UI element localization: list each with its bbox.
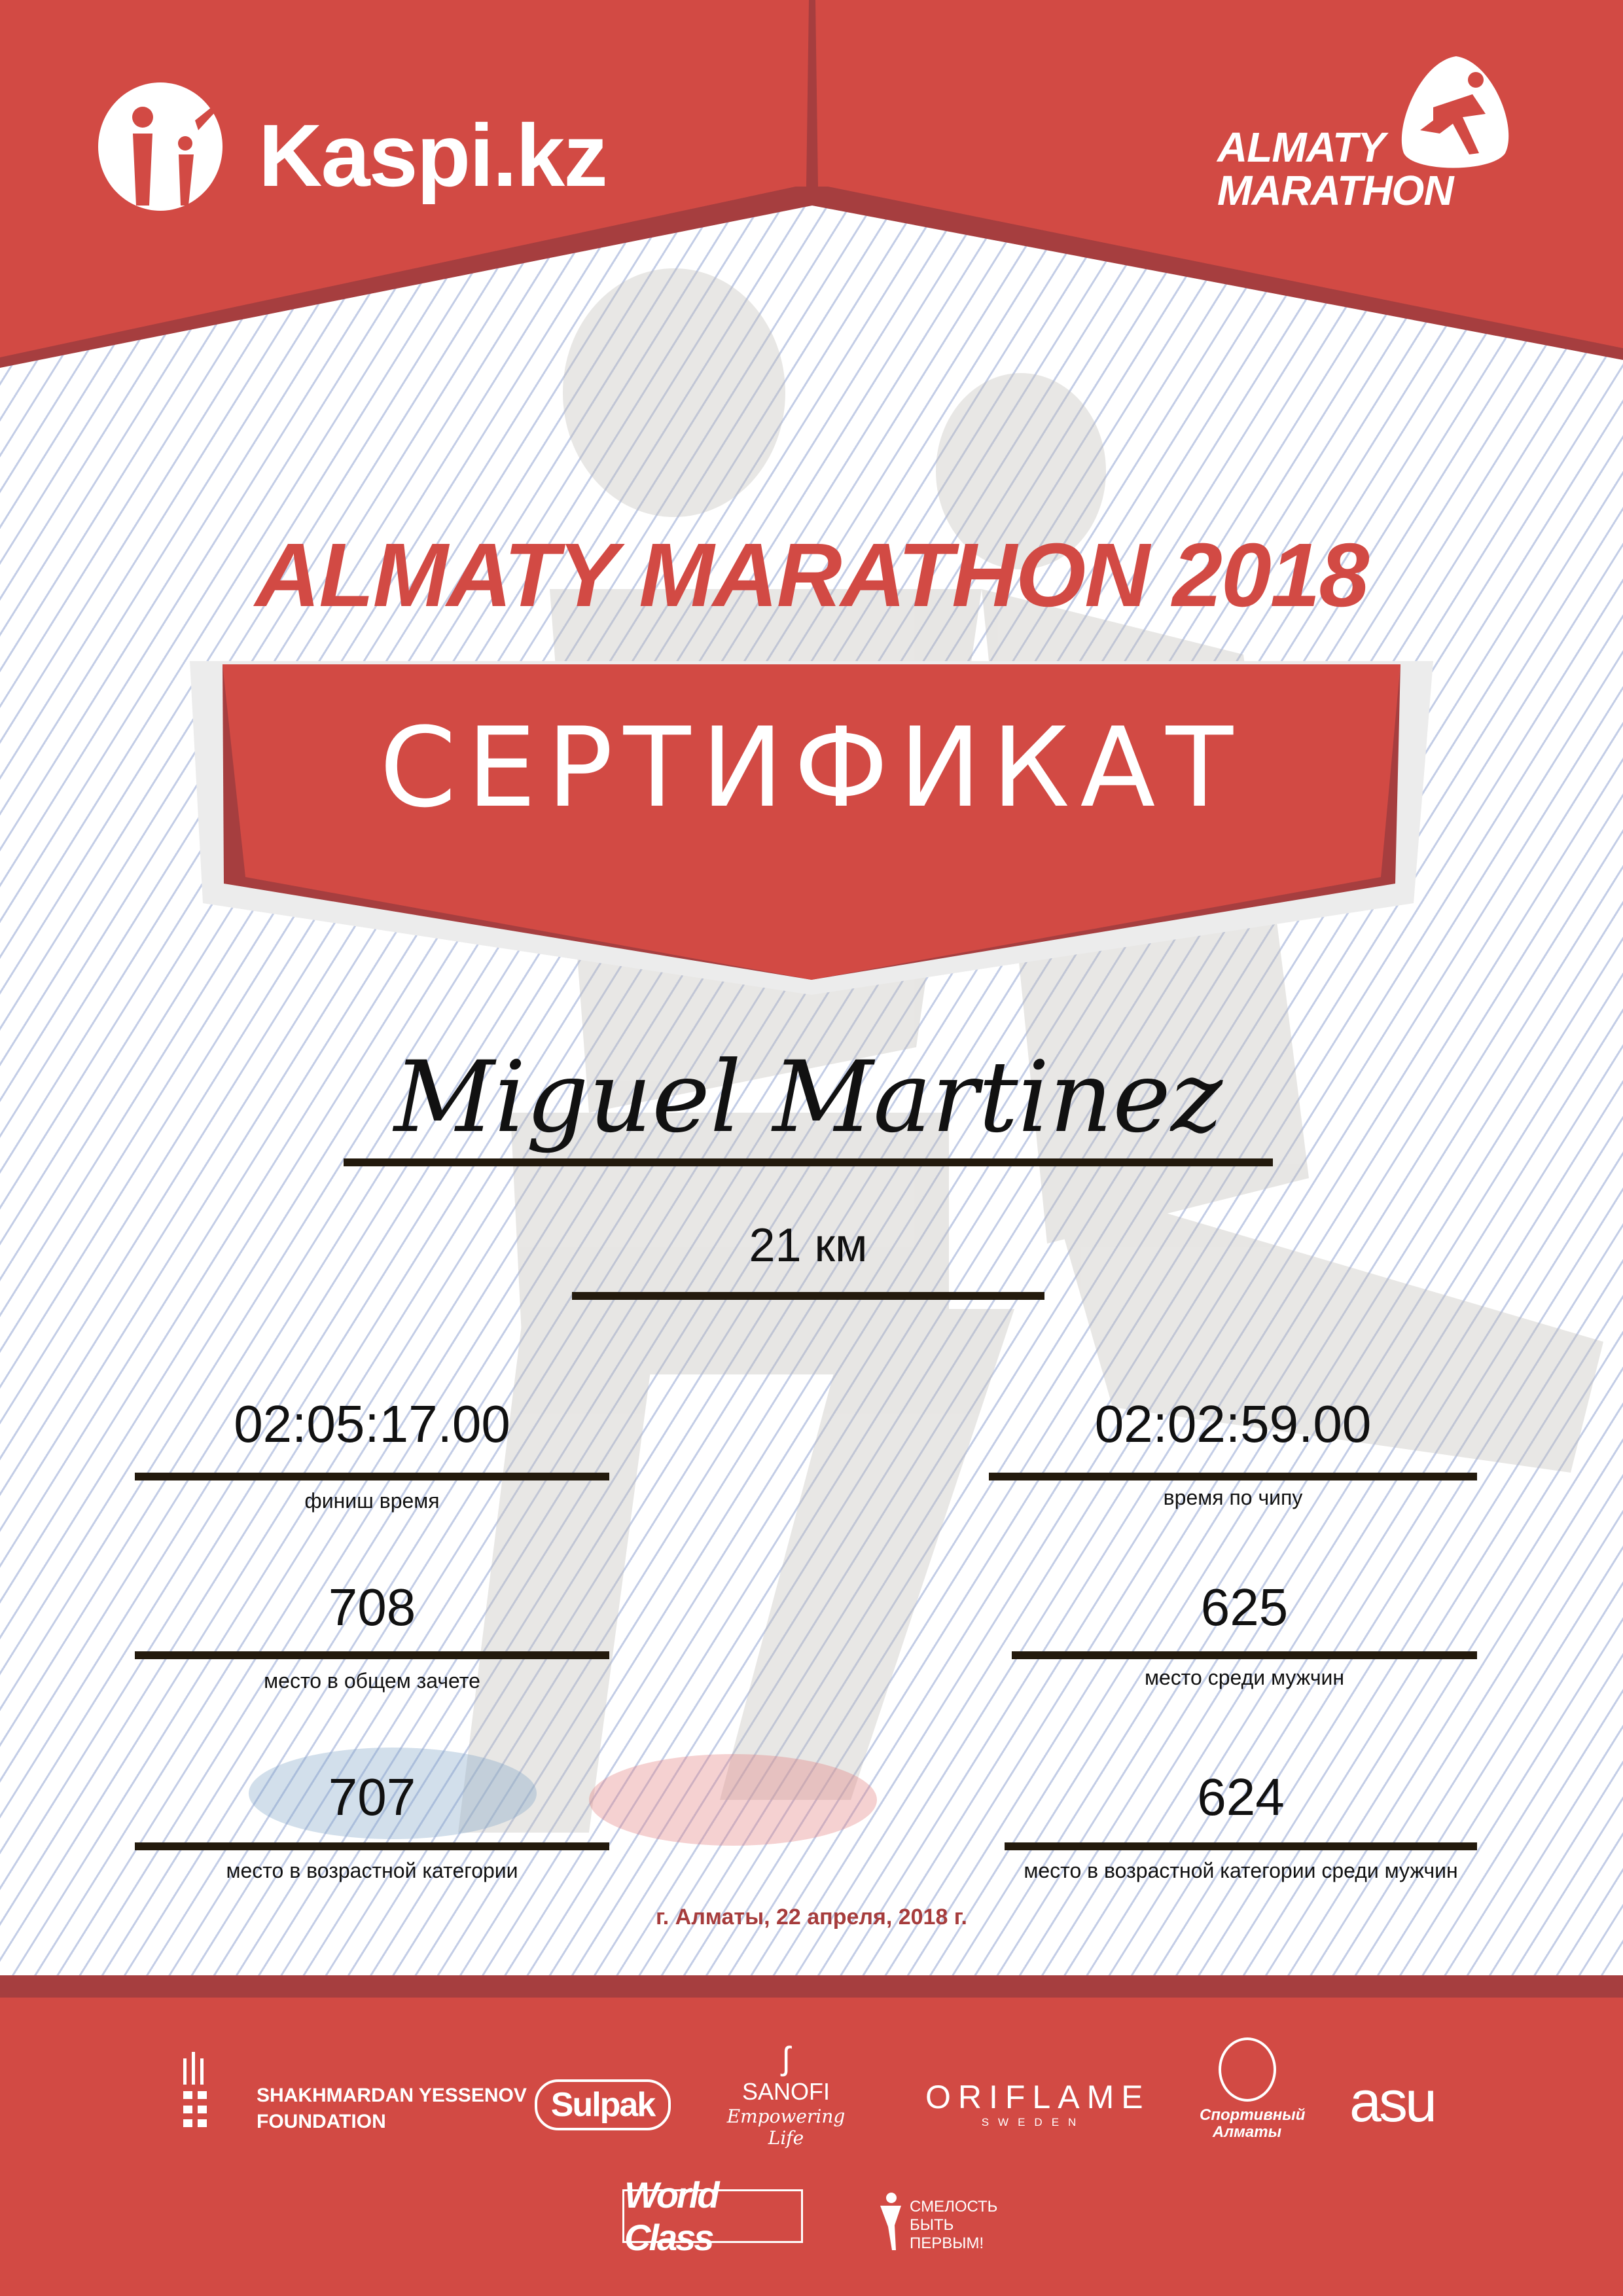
event-title: ALMATY MARATHON 2018 — [255, 525, 1370, 626]
smelost-figure-icon — [880, 2193, 901, 2250]
sponsors-footer — [0, 1998, 1623, 2296]
certificate-label: СЕРТИФИКАТ — [379, 704, 1244, 832]
overall-place-line — [135, 1651, 609, 1659]
overall-place-label: место в общем зачете — [264, 1669, 480, 1693]
sport-almaty-emblem-icon — [1218, 2037, 1276, 2102]
sanofi-name: SANOFI — [741, 2078, 830, 2105]
almaty-marathon-logo: ALMATY MARATHON — [1217, 126, 1454, 212]
footer-band — [0, 1975, 1623, 1998]
yessenov-icon — [183, 2052, 207, 2127]
smelost-line-1: СМЕЛОСТЬ — [910, 2198, 998, 2215]
smelost-logo: СМЕЛОСТЬ БЫТЬ ПЕРВЫМ! — [910, 2198, 997, 2253]
smelost-line-3: ПЕРВЫМ! — [910, 2234, 984, 2252]
oriflame-name: ORIFLAME — [925, 2079, 1150, 2115]
participant-name: Miguel Martinez — [394, 1041, 1222, 1155]
men-place-label: место среди мужчин — [1144, 1666, 1345, 1689]
oriflame-sub: SWEDEN — [981, 2116, 1086, 2128]
finish-time-value: 02:05:17.00 — [234, 1395, 510, 1453]
chip-time-value: 02:02:59.00 — [1094, 1395, 1372, 1453]
sport-almaty-logo: Спортивный Алматы — [1200, 2037, 1306, 2141]
finish-time-label: финиш время — [304, 1489, 440, 1513]
age-place-value: 707 — [328, 1768, 416, 1826]
age-place-label: место в возрастной категории — [226, 1859, 518, 1882]
asu-logo: asu — [1349, 2069, 1437, 2134]
name-underline — [344, 1158, 1273, 1166]
header-banner — [0, 0, 1623, 368]
yessenov-line-2: FOUNDATION — [257, 2111, 386, 2132]
smelost-line-2: БЫТЬ — [910, 2216, 954, 2234]
date-place: г. Алматы, 22 апреля, 2018 г. — [656, 1905, 967, 1929]
kaspi-family-icon — [98, 82, 223, 211]
men-age-place-value: 624 — [1197, 1768, 1285, 1826]
distance-underline — [572, 1292, 1044, 1300]
sulpak-text: Sulpak — [550, 2086, 656, 2124]
sport-almaty-text: Спортивный Алматы — [1200, 2106, 1306, 2141]
sulpak-logo: Sulpak — [535, 2079, 671, 2130]
kaspi-logo-text: Kaspi.kz — [259, 106, 608, 205]
sanofi-logo: ʃ SANOFI Empowering Life — [724, 2039, 848, 2149]
yessenov-line-1: SHAKHMARDAN YESSENOV — [257, 2085, 527, 2106]
distance: 21 км — [749, 1219, 868, 1272]
men-age-place-label: место в возрастной категории среди мужчи… — [1024, 1859, 1458, 1882]
certificate-banner — [190, 661, 1433, 995]
men-place-value: 625 — [1200, 1578, 1289, 1636]
finish-time-line — [135, 1473, 609, 1480]
sanofi-tagline: Empowering Life — [726, 2106, 846, 2149]
chip-time-label: время по чипу — [1163, 1486, 1303, 1509]
runner-icon — [1401, 56, 1509, 168]
oriflame-logo: ORIFLAME SWEDEN — [925, 2078, 1150, 2129]
overall-place-value: 708 — [328, 1578, 416, 1636]
sanofi-icon: ʃ — [782, 2040, 790, 2077]
logo-line-2: MARATHON — [1217, 167, 1454, 214]
world-class-logo: World Class — [622, 2174, 803, 2258]
yessenov-logo: SHAKHMARDAN YESSENOV FOUNDATION — [257, 2083, 527, 2135]
chip-time-line — [989, 1473, 1477, 1480]
men-age-place-line — [1005, 1842, 1477, 1850]
men-place-line — [1012, 1651, 1477, 1659]
world-class-text: World Class — [624, 2174, 720, 2258]
logo-line-1: ALMATY — [1217, 124, 1385, 171]
age-place-line — [135, 1842, 609, 1850]
